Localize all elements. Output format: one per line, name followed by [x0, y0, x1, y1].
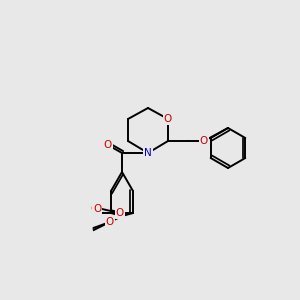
Text: O: O — [104, 140, 112, 150]
Text: O: O — [200, 136, 208, 146]
Text: O: O — [90, 204, 98, 214]
Text: O: O — [164, 114, 172, 124]
Text: O: O — [106, 217, 114, 227]
Text: O: O — [116, 208, 124, 218]
Text: O: O — [93, 204, 101, 214]
Text: N: N — [144, 148, 152, 158]
